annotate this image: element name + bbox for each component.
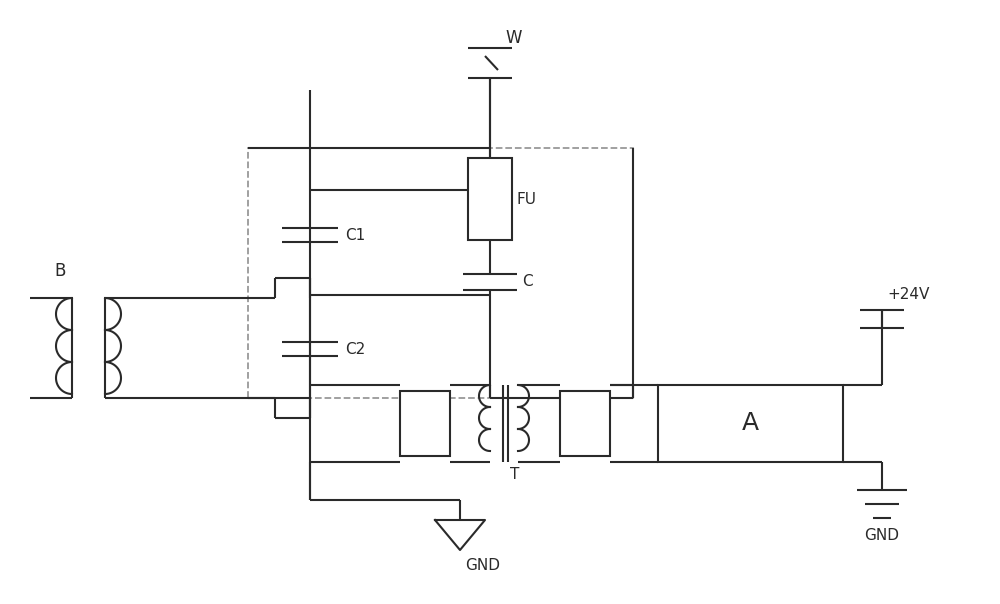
Bar [468, 158, 512, 240]
Text: FU: FU [517, 191, 537, 207]
Text: W: W [505, 29, 522, 47]
Bar [658, 385, 843, 462]
Text: B: B [54, 262, 66, 280]
Text: A: A [742, 411, 759, 435]
Text: C2: C2 [345, 341, 365, 356]
Text: C1: C1 [345, 228, 365, 242]
Text: T: T [510, 467, 519, 482]
Text: GND: GND [864, 528, 900, 543]
Text: +24V: +24V [887, 287, 929, 302]
Bar [248, 148, 633, 398]
Bar [400, 391, 450, 456]
Text: C: C [522, 274, 533, 289]
Bar [560, 391, 610, 456]
Text: GND: GND [465, 558, 500, 573]
